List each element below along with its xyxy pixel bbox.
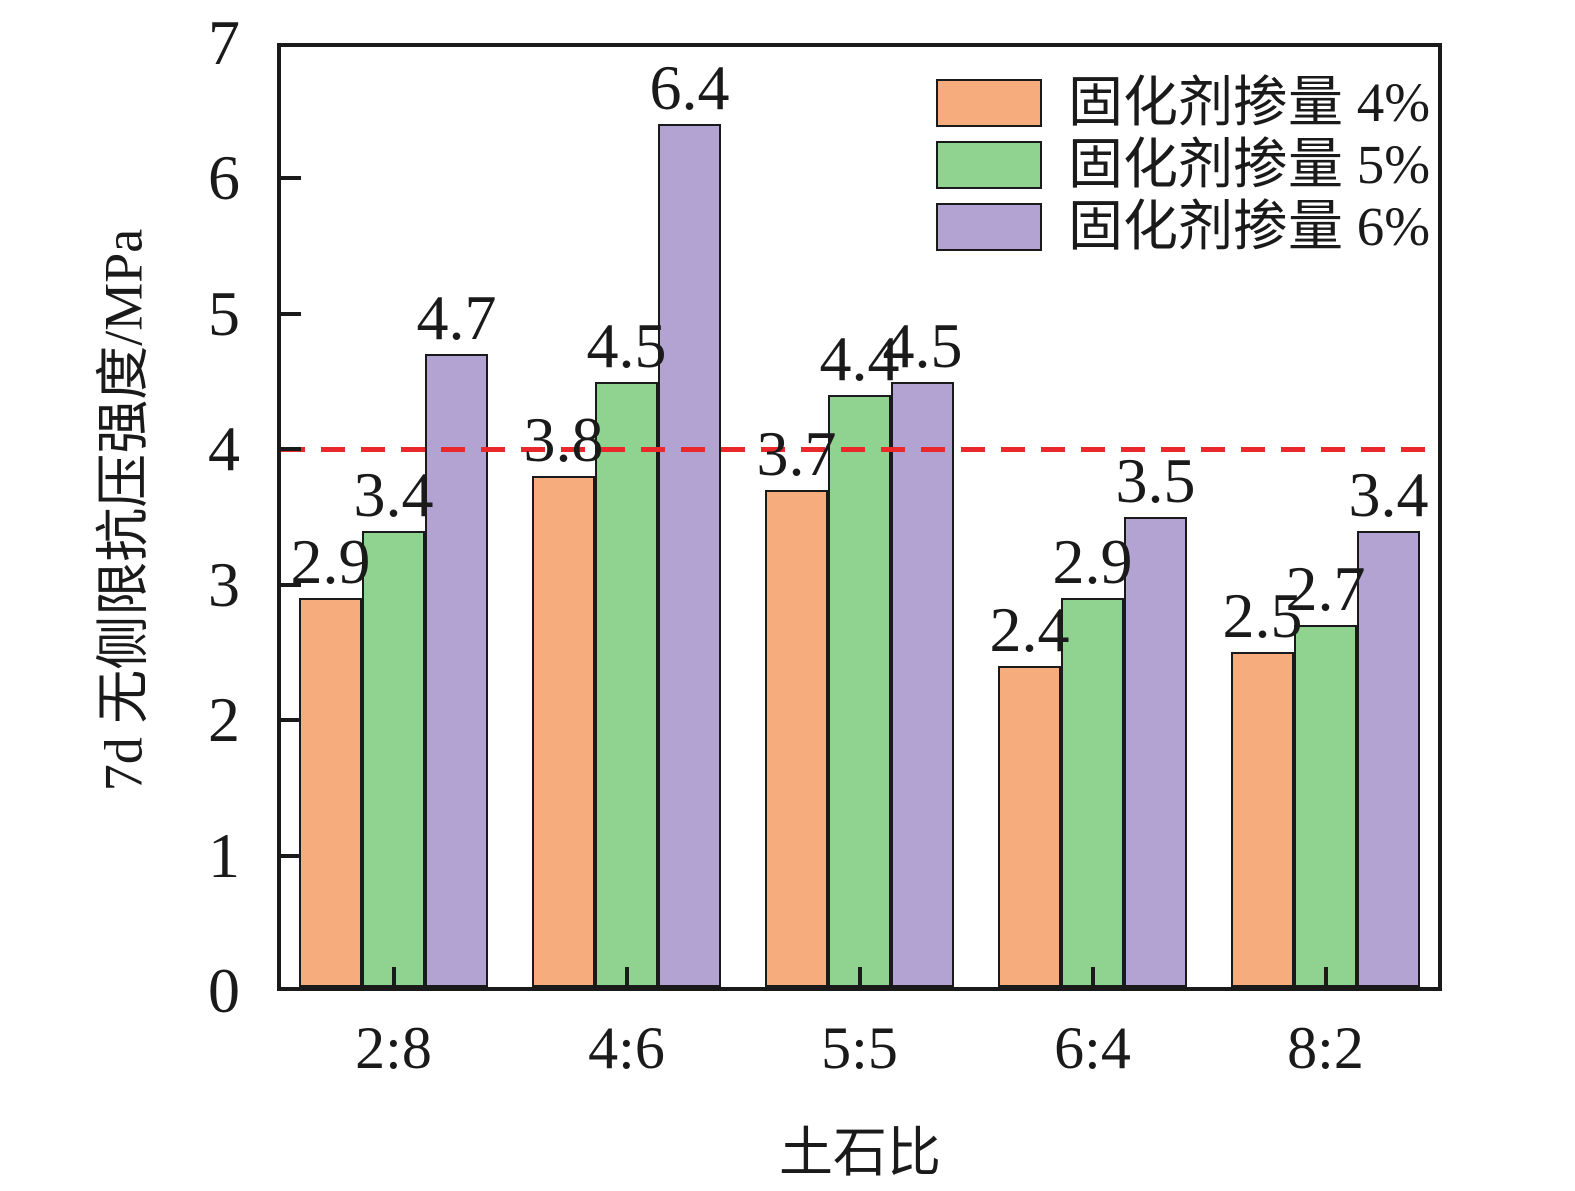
bar-value-label: 3.4 bbox=[353, 458, 434, 530]
y-tick bbox=[281, 853, 301, 858]
legend-item: 固化剂掺量 5% bbox=[936, 134, 1431, 195]
y-tick-label: 2 bbox=[208, 684, 240, 756]
bar bbox=[658, 124, 721, 987]
bar-value-label: 4.5 bbox=[586, 309, 667, 381]
legend-label: 固化剂掺量 5% bbox=[1068, 134, 1431, 195]
x-tick bbox=[857, 967, 862, 987]
bar bbox=[425, 354, 488, 987]
legend-swatch bbox=[936, 202, 1042, 251]
x-category-label: 2:8 bbox=[355, 1015, 432, 1081]
legend-item: 固化剂掺量 4% bbox=[936, 72, 1431, 133]
bar-value-label: 2.5 bbox=[1222, 580, 1303, 652]
legend: 固化剂掺量 4% 固化剂掺量 5% 固化剂掺量 6% bbox=[936, 72, 1431, 262]
y-tick-label: 6 bbox=[208, 142, 240, 214]
bar-value-label: 4.5 bbox=[882, 309, 963, 381]
bar bbox=[1124, 517, 1187, 987]
bar-value-label: 2.9 bbox=[290, 526, 371, 598]
bar-value-label: 3.4 bbox=[1348, 458, 1429, 530]
y-tick-label: 0 bbox=[208, 955, 240, 1026]
bar-value-label: 4.4 bbox=[819, 323, 900, 395]
bar-value-label: 3.7 bbox=[756, 417, 837, 489]
y-tick-label: 4 bbox=[208, 413, 240, 485]
y-tick-label: 7 bbox=[208, 7, 240, 78]
bar bbox=[1061, 598, 1124, 987]
x-tick bbox=[624, 967, 629, 987]
legend-swatch bbox=[936, 140, 1042, 189]
bar-value-label: 3.8 bbox=[523, 404, 604, 476]
x-tick bbox=[1323, 967, 1328, 987]
bar-value-label: 6.4 bbox=[649, 52, 730, 124]
x-tick bbox=[391, 967, 396, 987]
y-tick-label: 3 bbox=[208, 548, 240, 620]
legend-label: 固化剂掺量 6% bbox=[1068, 196, 1431, 257]
reference-line bbox=[281, 446, 1438, 452]
x-category-label: 6:4 bbox=[1054, 1015, 1131, 1081]
bar-value-label: 2.9 bbox=[1052, 526, 1133, 598]
y-tick-label: 5 bbox=[208, 277, 240, 349]
bar bbox=[765, 489, 828, 987]
y-tick bbox=[281, 718, 301, 723]
x-category-label: 4:6 bbox=[588, 1015, 665, 1081]
bar-value-label: 2.7 bbox=[1285, 553, 1366, 625]
legend-label: 固化剂掺量 4% bbox=[1068, 72, 1431, 133]
y-tick bbox=[281, 582, 301, 587]
x-axis-title: 土石比 bbox=[779, 1123, 941, 1183]
x-category-label: 8:2 bbox=[1287, 1015, 1364, 1081]
legend-swatch bbox=[936, 78, 1042, 127]
legend-item: 固化剂掺量 6% bbox=[936, 196, 1431, 257]
bar bbox=[1294, 625, 1357, 987]
y-tick bbox=[281, 176, 301, 181]
bar bbox=[362, 530, 425, 987]
bar-value-label: 2.4 bbox=[989, 593, 1070, 665]
bar-value-label: 3.5 bbox=[1115, 445, 1196, 516]
bar-value-label: 4.7 bbox=[416, 282, 497, 354]
bar bbox=[998, 665, 1061, 987]
bar bbox=[828, 395, 891, 987]
x-tick bbox=[1090, 967, 1095, 987]
bar bbox=[595, 381, 658, 987]
y-tick bbox=[281, 447, 301, 452]
bar bbox=[1357, 530, 1420, 987]
x-category-label: 5:5 bbox=[821, 1015, 898, 1081]
bar bbox=[891, 381, 954, 987]
y-tick bbox=[281, 311, 301, 316]
bar bbox=[532, 476, 595, 987]
bar bbox=[299, 598, 362, 987]
y-tick-label: 1 bbox=[208, 819, 240, 891]
bar bbox=[1231, 652, 1294, 987]
